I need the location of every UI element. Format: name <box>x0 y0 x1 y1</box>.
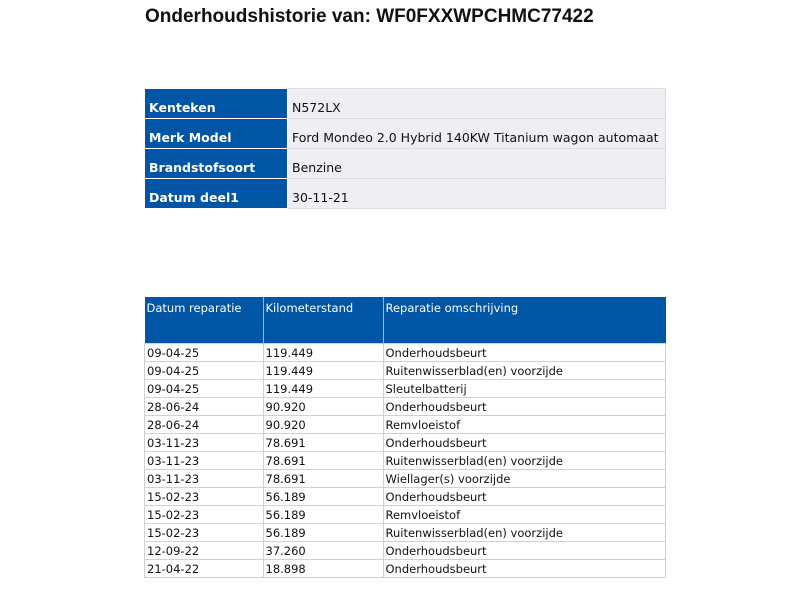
km-cell: 56.189 <box>262 505 384 524</box>
km-cell: 90.920 <box>262 415 384 434</box>
column-header: Datum reparatie <box>144 297 263 344</box>
km-cell: 18.898 <box>262 559 384 578</box>
km-cell: 78.691 <box>262 469 384 488</box>
info-value: Ford Mondeo 2.0 Hybrid 140KW Titanium wa… <box>287 118 666 149</box>
table-row: 03-11-23 78.691 Wiellager(s) voorzijde <box>144 469 666 488</box>
km-cell: 119.449 <box>262 343 384 362</box>
km-cell: 56.189 <box>262 523 384 542</box>
table-row: 15-02-23 56.189 Onderhoudsbeurt <box>144 487 666 506</box>
description-cell: Ruitenwisserblad(en) voorzijde <box>382 523 666 542</box>
date-cell: 03-11-23 <box>144 451 264 470</box>
table-row: 09-04-25 119.449 Onderhoudsbeurt <box>144 343 666 362</box>
description-cell: Remvloeistof <box>382 415 666 434</box>
date-cell: 09-04-25 <box>144 379 264 398</box>
info-value: 30-11-21 <box>287 178 666 209</box>
date-cell: 15-02-23 <box>144 487 264 506</box>
header-row: Datum reparatie Kilometerstand Reparatie… <box>144 297 666 344</box>
description-cell: Onderhoudsbeurt <box>382 559 666 578</box>
date-cell: 28-06-24 <box>144 397 264 416</box>
description-cell: Onderhoudsbeurt <box>382 433 666 452</box>
column-header: Reparatie omschrijving <box>382 297 666 344</box>
date-cell: 09-04-25 <box>144 343 264 362</box>
info-label: Datum deel1 <box>144 178 288 209</box>
date-cell: 12-09-22 <box>144 541 264 560</box>
table-row: 28-06-24 90.920 Onderhoudsbeurt <box>144 397 666 416</box>
table-row: 15-02-23 56.189 Remvloeistof <box>144 505 666 524</box>
km-cell: 78.691 <box>262 451 384 470</box>
maintenance-history-table: Datum reparatie Kilometerstand Reparatie… <box>144 297 666 578</box>
description-cell: Onderhoudsbeurt <box>382 397 666 416</box>
description-cell: Onderhoudsbeurt <box>382 541 666 560</box>
column-header: Kilometerstand <box>262 297 383 344</box>
description-cell: Wiellager(s) voorzijde <box>382 469 666 488</box>
info-row: Brandstofsoort Benzine <box>144 148 666 179</box>
date-cell: 03-11-23 <box>144 433 264 452</box>
date-cell: 15-02-23 <box>144 523 264 542</box>
date-cell: 28-06-24 <box>144 415 264 434</box>
km-cell: 119.449 <box>262 361 384 380</box>
table-row: 21-04-22 18.898 Onderhoudsbeurt <box>144 559 666 578</box>
km-cell: 90.920 <box>262 397 384 416</box>
description-cell: Onderhoudsbeurt <box>382 487 666 506</box>
info-value: N572LX <box>287 88 666 119</box>
table-row: 28-06-24 90.920 Remvloeistof <box>144 415 666 434</box>
table-row: 03-11-23 78.691 Ruitenwisserblad(en) voorz… <box>144 451 666 470</box>
km-cell: 37.260 <box>262 541 384 560</box>
info-label: Merk Model <box>144 118 288 149</box>
km-cell: 119.449 <box>262 379 384 398</box>
km-cell: 78.691 <box>262 433 384 452</box>
description-cell: Onderhoudsbeurt <box>382 343 666 362</box>
info-label: Kenteken <box>144 88 288 119</box>
km-cell: 56.189 <box>262 487 384 506</box>
info-label: Brandstofsoort <box>144 148 288 179</box>
date-cell: 21-04-22 <box>144 559 264 578</box>
date-cell: 03-11-23 <box>144 469 264 488</box>
date-cell: 15-02-23 <box>144 505 264 524</box>
info-row: Datum deel1 30-11-21 <box>144 178 666 209</box>
vehicle-info-table: Kenteken N572LX Merk Model Ford Mondeo 2.0… <box>144 88 666 209</box>
page-title: Onderhoudshistorie van: WF0FXXWPCHMC7742… <box>145 6 594 27</box>
table-row: 15-02-23 56.189 Ruitenwisserblad(en) voorz… <box>144 523 666 542</box>
date-cell: 09-04-25 <box>144 361 264 380</box>
table-row: 09-04-25 119.449 Sleutelbatterij <box>144 379 666 398</box>
info-row: Kenteken N572LX <box>144 88 666 119</box>
info-row: Merk Model Ford Mondeo 2.0 Hybrid 140KW T… <box>144 118 666 149</box>
info-value: Benzine <box>287 148 666 179</box>
description-cell: Ruitenwisserblad(en) voorzijde <box>382 361 666 380</box>
description-cell: Remvloeistof <box>382 505 666 524</box>
description-cell: Sleutelbatterij <box>382 379 666 398</box>
table-row: 12-09-22 37.260 Onderhoudsbeurt <box>144 541 666 560</box>
description-cell: Ruitenwisserblad(en) voorzijde <box>382 451 666 470</box>
table-row: 03-11-23 78.691 Onderhoudsbeurt <box>144 433 666 452</box>
table-row: 09-04-25 119.449 Ruitenwisserblad(en) voor… <box>144 361 666 380</box>
